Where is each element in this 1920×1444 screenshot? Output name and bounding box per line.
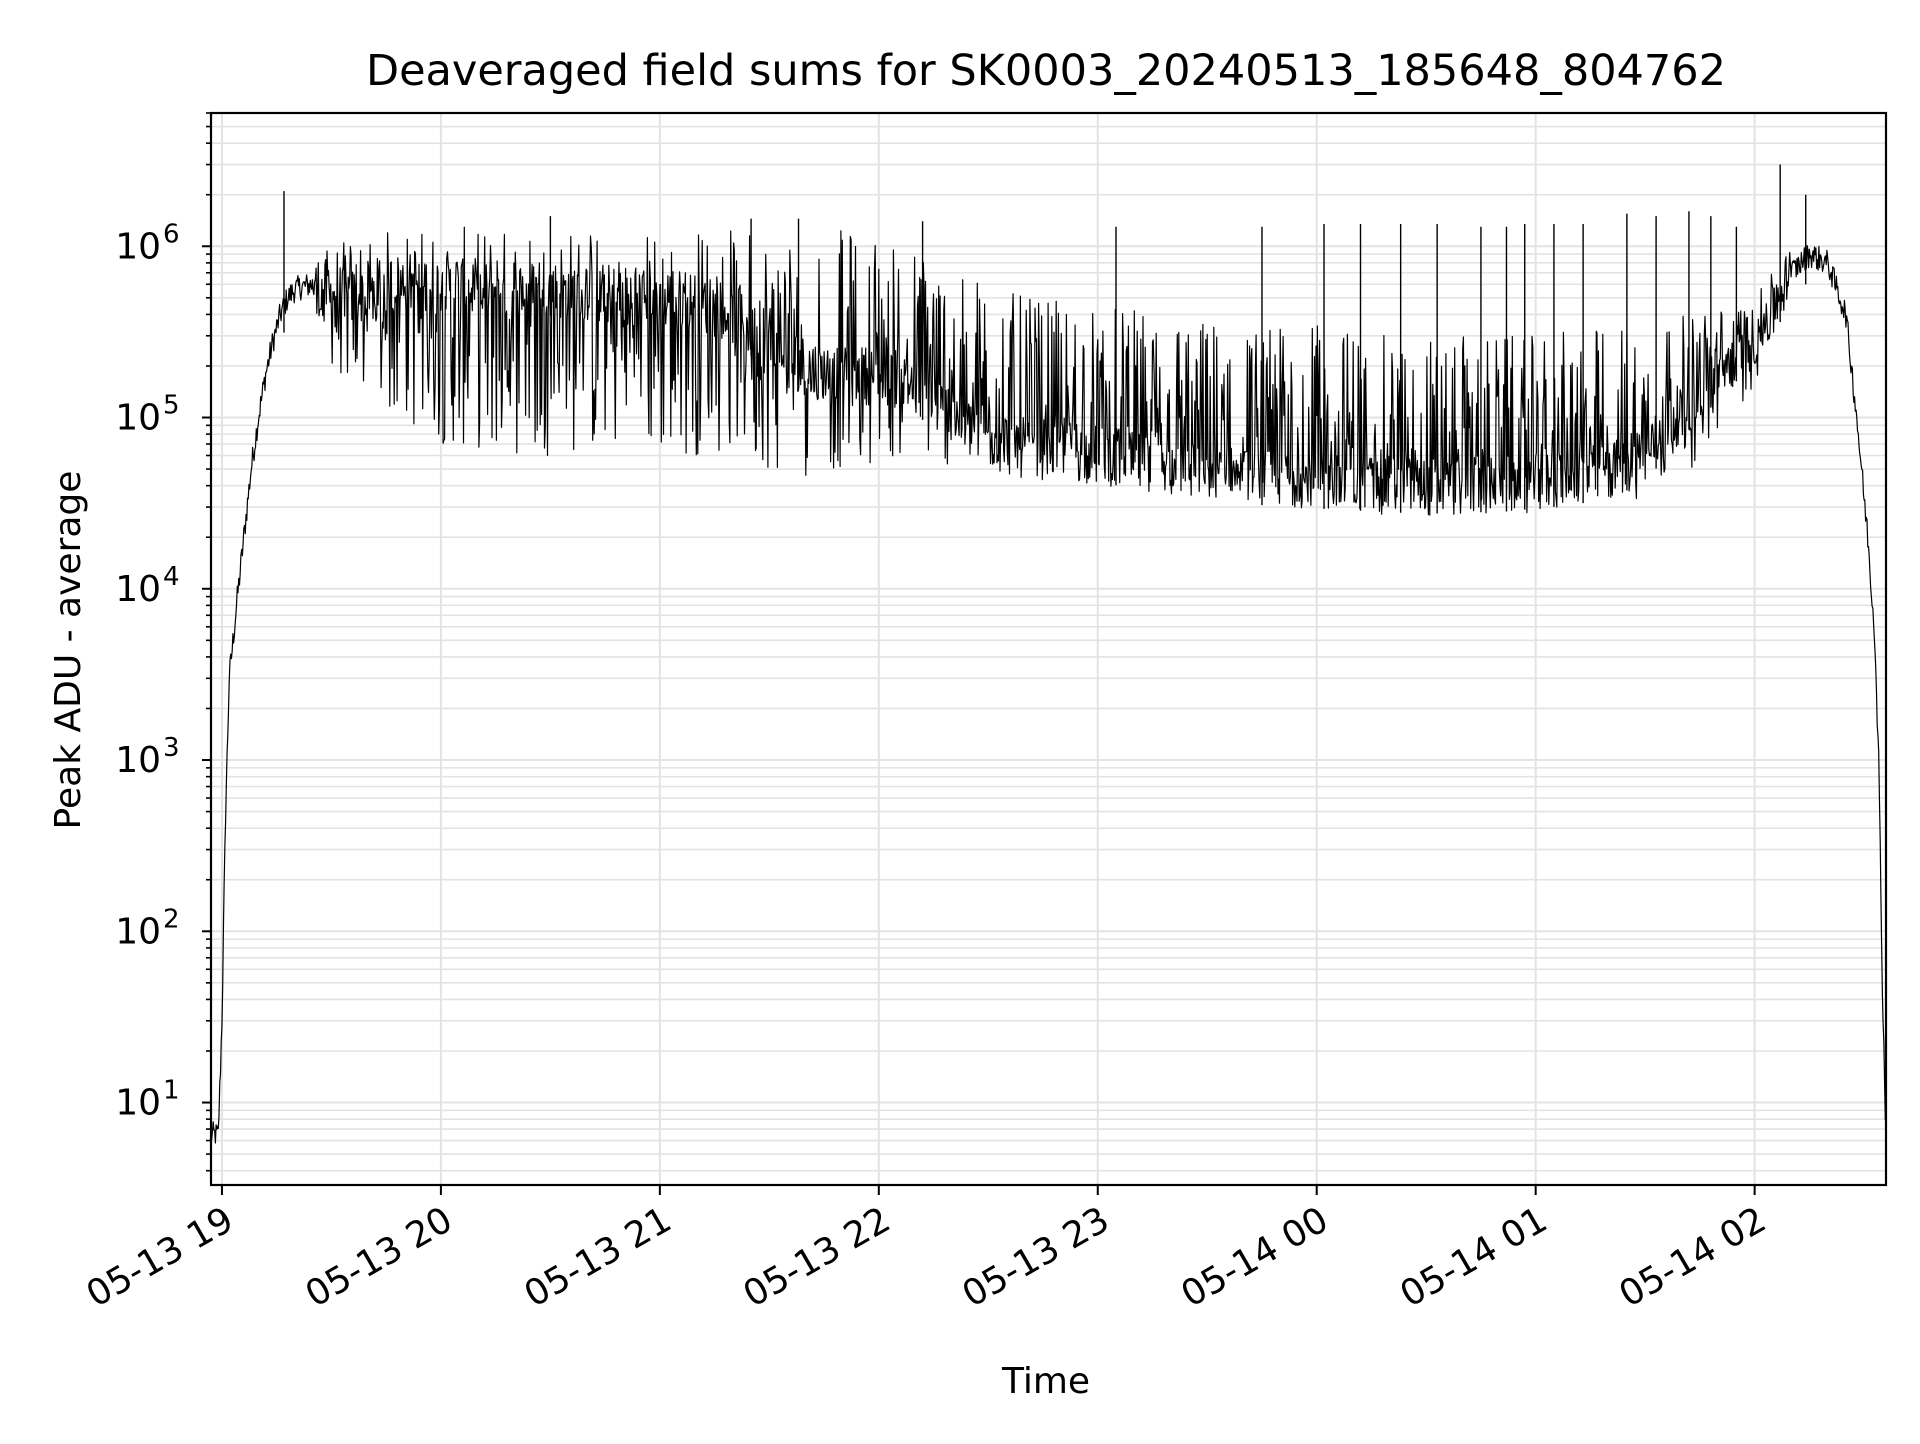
y-tick-exponent: 5: [163, 391, 180, 421]
series-line: [211, 226, 1886, 1144]
y-tick-label: 10: [115, 569, 161, 610]
y-tick-label: 10: [115, 740, 161, 781]
y-tick-label: 10: [115, 226, 161, 267]
x-axis-label: Time: [1001, 1361, 1090, 1402]
chart-title: Deaveraged field sums for SK0003_2024051…: [366, 46, 1726, 96]
series-group: [211, 164, 1886, 1144]
y-tick-exponent: 4: [163, 562, 180, 592]
y-tick-exponent: 1: [163, 1076, 180, 1106]
y-tick-exponent: 3: [163, 733, 180, 763]
y-tick-exponent: 6: [163, 219, 180, 249]
y-tick-label: 10: [115, 911, 161, 952]
y-tick-exponent: 2: [163, 904, 180, 934]
data-layer: [211, 164, 1886, 1144]
y-tick-label: 10: [115, 1083, 161, 1124]
y-axis-label: Peak ADU - average: [48, 471, 89, 830]
plot-frame: [209, 111, 1888, 1187]
y-tick-label: 10: [115, 398, 161, 439]
